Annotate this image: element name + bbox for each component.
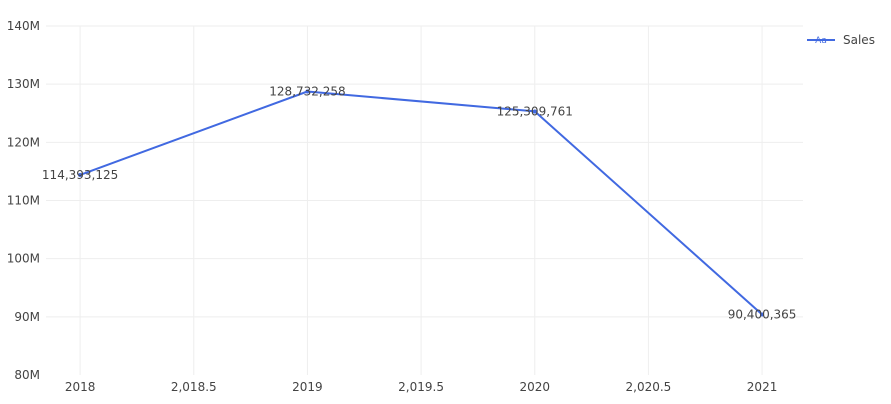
y-tick-label: 120M (7, 135, 40, 149)
x-tick-label: 2,019.5 (398, 380, 444, 394)
y-tick-label: 100M (7, 252, 40, 266)
y-tick-label: 140M (7, 19, 40, 33)
y-tick-label: 130M (7, 77, 40, 91)
x-tick-label: 2021 (747, 380, 778, 394)
data-point[interactable] (760, 312, 765, 317)
x-tick-label: 2019 (292, 380, 323, 394)
series-layer (78, 89, 765, 317)
data-label: 125,309,761 (497, 104, 573, 118)
data-point[interactable] (305, 89, 310, 94)
series-line-sales[interactable] (79, 90, 763, 316)
data-point[interactable] (78, 172, 83, 177)
axis-layer: 80M 90M 100M 110M 120M 130M 140M 2018 2,018.5 201… (7, 19, 778, 394)
legend[interactable]: Aa Sales (807, 33, 875, 47)
grid-layer (46, 25, 803, 375)
data-point[interactable] (532, 109, 537, 114)
x-tick-label: 2018 (65, 380, 96, 394)
data-label: 114,393,125 (42, 168, 118, 182)
data-label-layer: 114,393,125 128,732,258 125,309,761 90,400,… (42, 85, 797, 322)
legend-label-sales: Sales (843, 33, 875, 47)
x-tick-label: 2,018.5 (171, 380, 217, 394)
y-tick-label: 90M (14, 310, 40, 324)
y-tick-label: 80M (14, 368, 40, 382)
y-tick-label: 110M (7, 194, 40, 208)
x-tick-label: 2020 (519, 380, 550, 394)
data-label: 90,400,365 (728, 308, 797, 322)
data-label: 128,732,258 (269, 85, 345, 99)
legend-glyph-icon: Aa (815, 36, 827, 46)
x-tick-label: 2,020.5 (626, 380, 672, 394)
